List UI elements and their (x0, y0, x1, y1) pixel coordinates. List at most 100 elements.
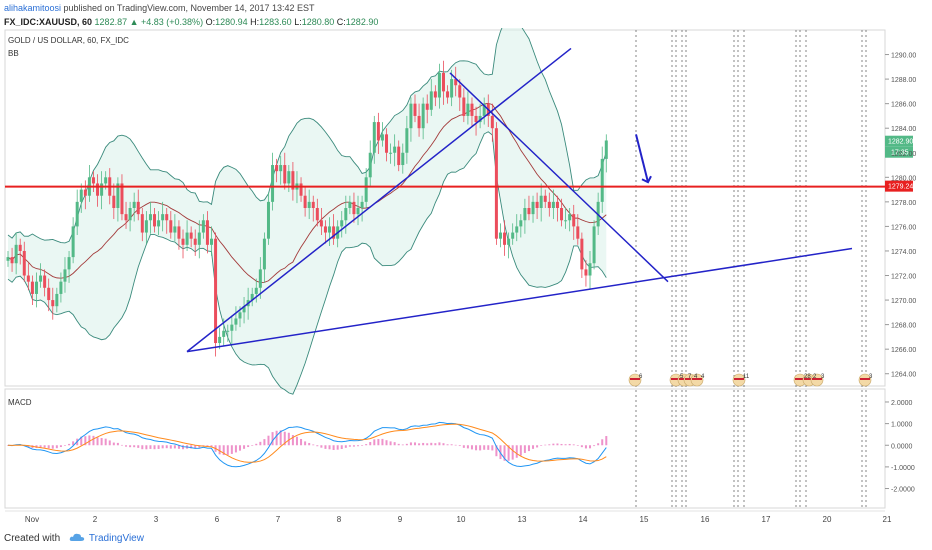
candle-body (148, 214, 152, 221)
macd-hist-bar (503, 445, 506, 461)
candle-body (254, 287, 258, 294)
price-tick-label: 1268.00 (891, 323, 916, 330)
macd-hist-bar (283, 431, 286, 446)
candle-body (376, 122, 380, 141)
candle-body (210, 238, 213, 245)
price-tick-label: 1266.00 (891, 347, 916, 354)
macd-hist-bar (88, 435, 91, 446)
countdown-badge (885, 146, 913, 158)
macd-hist-bar (182, 445, 185, 450)
macd-hist-bar (426, 443, 429, 446)
candle-body (79, 189, 83, 202)
macd-hist-bar (479, 445, 482, 451)
projection-arrow (635, 134, 649, 183)
macd-hist-bar (430, 442, 433, 446)
candle-body (279, 165, 283, 172)
macd-hist-bar (470, 445, 473, 450)
macd-hist-bar (320, 445, 323, 448)
candle-body (368, 152, 372, 178)
last-price: 1282.87 (94, 17, 128, 27)
macd-hist-bar (243, 445, 246, 449)
chart-canvas[interactable]: 1290.00 1288.00 1286.00 1284.00 1282.00 1280.… (0, 28, 932, 530)
candle-body (205, 220, 209, 245)
candle-body (6, 257, 10, 261)
candle-body (511, 232, 515, 239)
macd-hist-bar (576, 445, 579, 446)
macd-hist-bar (434, 443, 437, 446)
macd-hist-bar (401, 444, 404, 446)
macd-hist-bar (344, 445, 347, 448)
macd-hist-bar (165, 445, 168, 449)
macd-hist-bar (177, 445, 180, 449)
macd-hist-bar (597, 443, 600, 446)
candle-body (564, 220, 568, 222)
price-tick-label: 1272.00 (891, 274, 916, 281)
macd-tick-label: 2.0000 (891, 400, 913, 407)
candle-body (275, 165, 279, 172)
macd-hist-bar (198, 445, 201, 448)
candle-body (303, 195, 307, 208)
indicator-label: BB (8, 49, 19, 58)
candle-body (283, 165, 287, 184)
candle-body (450, 79, 454, 98)
macd-signal-line (7, 423, 607, 463)
candle-body (560, 208, 564, 221)
candle-body (230, 324, 234, 331)
candle-body (454, 79, 458, 86)
event-count: 6 (639, 374, 643, 380)
event-count: 4 (694, 374, 698, 380)
candle-body (417, 115, 421, 129)
candle-body (96, 183, 100, 196)
last-price-badge (885, 135, 913, 147)
candle-body (543, 195, 547, 202)
macd-hist-bar (96, 437, 99, 446)
candle-body (291, 171, 295, 190)
candle-body (218, 336, 222, 344)
candle-body (515, 226, 519, 233)
macd-hist-bar (63, 445, 66, 446)
candle-body (181, 238, 185, 245)
macd-hist-bar (593, 445, 596, 447)
macd-hist-bar (267, 435, 270, 446)
candle-body (39, 275, 43, 282)
macd-hist-bar (365, 444, 368, 446)
open-value: 1280.94 (215, 17, 248, 27)
macd-pane (4, 388, 886, 509)
bb-lower-band (7, 131, 607, 395)
price-tick-label: 1288.00 (891, 77, 916, 84)
macd-hist-bar (125, 445, 128, 447)
macd-hist-bar (157, 445, 160, 449)
tradingview-link[interactable]: TradingView (88, 533, 144, 544)
macd-line (7, 421, 607, 468)
macd-hist-bar (556, 443, 559, 446)
created-with-text: Created with (4, 533, 61, 544)
event-count: 11 (743, 374, 750, 380)
macd-hist-bar (43, 445, 46, 448)
candle-body (34, 281, 38, 294)
candle-body (242, 306, 246, 313)
candle-body (494, 128, 498, 239)
macd-hist-bar (304, 441, 307, 446)
candle-body (132, 201, 136, 208)
macd-hist-bar (385, 440, 388, 446)
trendline-2 (186, 247, 853, 353)
high-value: 1283.60 (259, 17, 292, 27)
countdown-label: 17:35 (891, 150, 909, 157)
macd-hist-bar (247, 445, 250, 448)
candle-body (43, 275, 47, 288)
candle-body (397, 146, 401, 166)
candle-body (153, 214, 157, 227)
author-link[interactable]: alihakamitoosi (4, 3, 62, 13)
macd-hist-bar (352, 445, 355, 447)
macd-hist-bar (377, 439, 380, 446)
price-change: ▲ +4.83 (+0.38%) (129, 17, 204, 27)
candle-body (462, 97, 466, 116)
macd-hist-bar (393, 442, 396, 446)
candle-body (360, 201, 364, 208)
macd-hist-bar (560, 443, 563, 446)
macd-hist-bar (601, 439, 604, 446)
candle-body (185, 232, 189, 245)
macd-label: MACD (8, 398, 32, 407)
candle-body (104, 177, 108, 184)
macd-hist-bar (527, 445, 530, 452)
